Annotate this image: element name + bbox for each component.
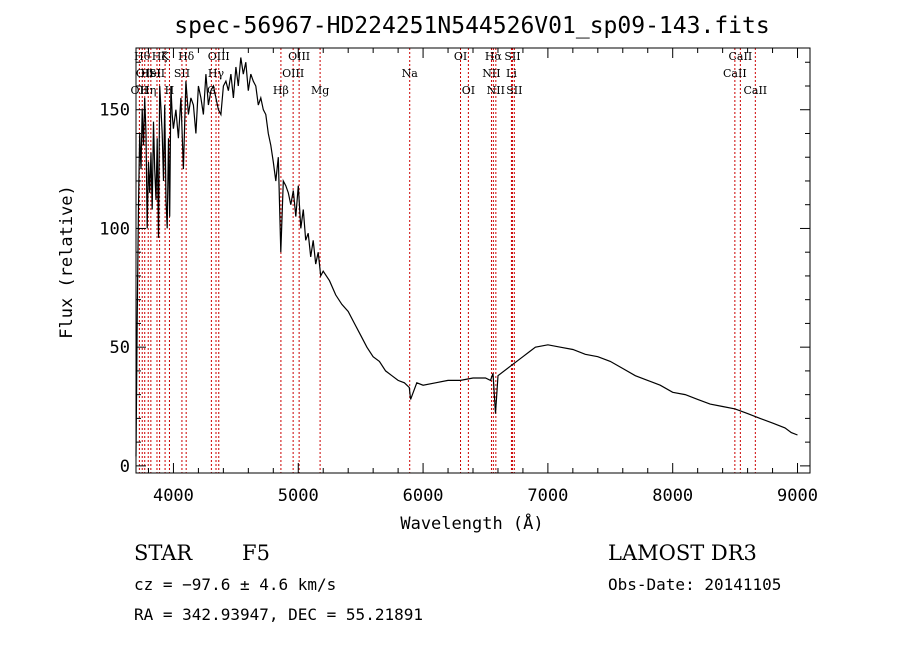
line-label-12: Hγ [208, 67, 225, 80]
line-label-29: CaII [743, 84, 767, 97]
observation-date: Obs-Date: 20141105 [608, 575, 781, 594]
line-label-25: SII [504, 50, 520, 63]
line-label-14: Hβ [273, 84, 289, 97]
y-tick-label: 50 [110, 338, 130, 358]
line-label-6: Hζ [152, 50, 168, 63]
line-label-9: Hδ [178, 50, 195, 63]
line-label-1: Hθ [134, 50, 151, 63]
y-axis-ticks: 0 50 100 150 [99, 61, 810, 477]
y-tick-label: 100 [99, 219, 130, 239]
line-label-18: Na [402, 67, 419, 80]
spectral-subclass: F5 [242, 541, 270, 565]
spectrum-line [135, 57, 798, 457]
line-label-2: OII [136, 67, 154, 80]
object-class: STAR [134, 541, 193, 565]
line-label-17: Mg [311, 84, 329, 97]
line-label-22: Hα [485, 50, 503, 63]
line-label-19: OI [454, 50, 467, 63]
x-tick-label: 8000 [652, 486, 693, 506]
emission-line-labels: OIIHθOIIHηHeISIIHζKHHδSIIGHγOIIIHβOIIIOI… [131, 50, 768, 97]
survey-name: LAMOST DR3 [608, 541, 757, 565]
chart-title: spec-56967-HD224251N544526V01_sp09-143.f… [174, 13, 769, 39]
x-axis-ticks: 4000 5000 6000 7000 8000 9000 [147, 48, 818, 506]
x-tick-label: 6000 [403, 486, 444, 506]
line-label-23: NII [487, 84, 505, 97]
y-tick-label: 0 [120, 457, 130, 477]
line-label-26: SII [506, 84, 522, 97]
line-label-10: SII [174, 67, 190, 80]
line-label-8: H [165, 84, 175, 97]
line-label-20: OI [462, 84, 475, 97]
line-label-16: OIII [288, 50, 310, 63]
line-label-24: Li [506, 67, 517, 80]
line-label-13: OIII [208, 50, 230, 63]
radial-velocity: cz = −97.6 ± 4.6 km/s [134, 575, 336, 594]
plot-frame [135, 47, 811, 474]
line-label-3: Hη [140, 84, 156, 97]
x-tick-label: 5000 [278, 486, 319, 506]
x-tick-label: 9000 [777, 486, 818, 506]
emission-line-markers [138, 48, 756, 473]
line-label-21: NII [482, 67, 500, 80]
x-tick-label: 7000 [527, 486, 568, 506]
x-tick-label: 4000 [153, 486, 194, 506]
line-label-0: OII [131, 84, 149, 97]
line-label-15: OIII [282, 67, 304, 80]
x-axis-label: Wavelength (Å) [400, 512, 543, 534]
line-label-4: HeI [141, 67, 161, 80]
y-axis-label: Flux (relative) [57, 185, 77, 339]
y-tick-label: 150 [99, 101, 130, 121]
line-label-27: CaII [723, 67, 747, 80]
coordinates: RA = 342.93947, DEC = 55.21891 [134, 605, 423, 624]
line-label-7: K [161, 50, 170, 63]
line-label-5: SII [149, 67, 165, 80]
line-label-28: CaII [729, 50, 753, 63]
